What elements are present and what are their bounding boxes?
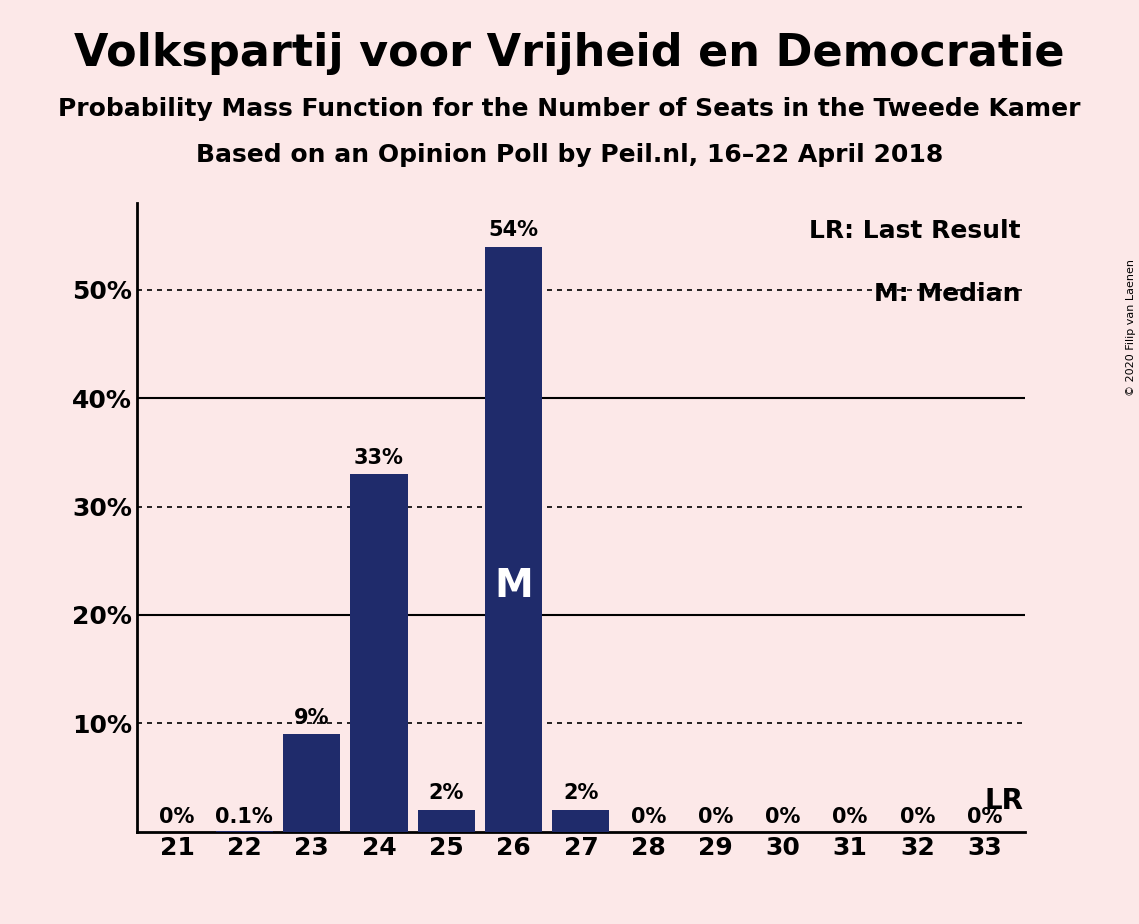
Text: 0%: 0% xyxy=(833,808,868,827)
Text: Based on an Opinion Poll by Peil.nl, 16–22 April 2018: Based on an Opinion Poll by Peil.nl, 16–… xyxy=(196,143,943,167)
Bar xyxy=(552,810,609,832)
Bar xyxy=(418,810,475,832)
Text: 9%: 9% xyxy=(294,708,329,727)
Bar xyxy=(351,474,408,832)
Text: 54%: 54% xyxy=(489,220,539,240)
Text: 0%: 0% xyxy=(765,808,801,827)
Text: 0%: 0% xyxy=(698,808,734,827)
Text: © 2020 Filip van Laenen: © 2020 Filip van Laenen xyxy=(1126,259,1136,395)
Text: Volkspartij voor Vrijheid en Democratie: Volkspartij voor Vrijheid en Democratie xyxy=(74,32,1065,76)
Bar xyxy=(284,734,341,832)
Text: Probability Mass Function for the Number of Seats in the Tweede Kamer: Probability Mass Function for the Number… xyxy=(58,97,1081,121)
Text: 0.1%: 0.1% xyxy=(215,808,273,827)
Text: LR: LR xyxy=(985,787,1024,815)
Text: 0%: 0% xyxy=(967,808,1002,827)
Text: 0%: 0% xyxy=(900,808,935,827)
Text: 2%: 2% xyxy=(563,784,599,804)
Text: 2%: 2% xyxy=(428,784,464,804)
Text: LR: Last Result: LR: Last Result xyxy=(809,219,1021,243)
Text: M: Median: M: Median xyxy=(874,282,1021,306)
Text: M: M xyxy=(494,567,533,605)
Bar xyxy=(485,247,542,832)
Text: 0%: 0% xyxy=(159,808,195,827)
Text: 0%: 0% xyxy=(631,808,666,827)
Text: 33%: 33% xyxy=(354,447,404,468)
Bar xyxy=(215,831,273,832)
